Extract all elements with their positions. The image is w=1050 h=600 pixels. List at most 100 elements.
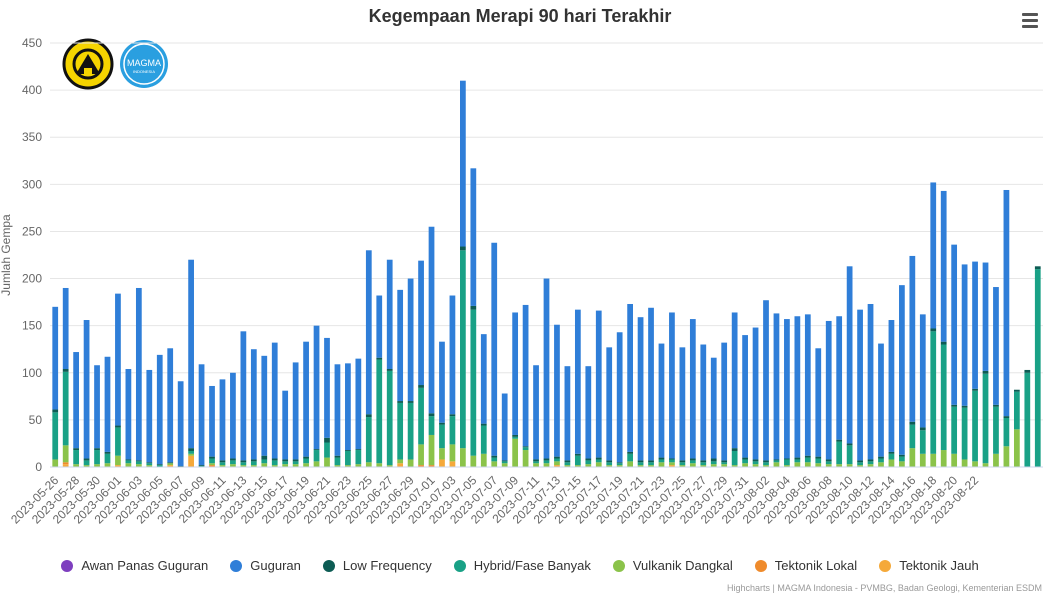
bar-hybrid-fase-banyak[interactable]: [533, 461, 539, 464]
bar-low-frequency[interactable]: [752, 459, 759, 462]
bar-vulkanik-dangkal[interactable]: [146, 465, 153, 467]
legend-item[interactable]: Vulkanik Dangkal: [612, 558, 733, 573]
bar-low-frequency[interactable]: [198, 465, 205, 467]
bar-guguran[interactable]: [491, 242, 498, 456]
bar-tektonik-jauh[interactable]: [449, 461, 456, 467]
bar-low-frequency[interactable]: [930, 328, 937, 332]
bar-hybrid-fase-banyak[interactable]: [784, 459, 790, 466]
bar-low-frequency[interactable]: [1034, 266, 1041, 270]
bar-vulkanik-dangkal[interactable]: [951, 453, 958, 467]
bar-low-frequency[interactable]: [888, 451, 895, 454]
bar-hybrid-fase-banyak[interactable]: [94, 450, 100, 465]
bar-hybrid-fase-banyak[interactable]: [669, 459, 675, 463]
bar-guguran[interactable]: [554, 324, 560, 457]
bar-low-frequency[interactable]: [784, 458, 790, 460]
bar-hybrid-fase-banyak[interactable]: [648, 462, 654, 466]
bar-hybrid-fase-banyak[interactable]: [1034, 269, 1041, 467]
bar-hybrid-fase-banyak[interactable]: [460, 250, 466, 449]
bar-guguran[interactable]: [888, 320, 895, 452]
bar-guguran[interactable]: [397, 289, 404, 402]
bar-low-frequency[interactable]: [522, 446, 529, 448]
bar-guguran[interactable]: [909, 255, 916, 422]
bar-hybrid-fase-banyak[interactable]: [156, 465, 163, 467]
bar-guguran[interactable]: [449, 295, 456, 415]
bar-hybrid-fase-banyak[interactable]: [742, 459, 748, 464]
bar-vulkanik-dangkal[interactable]: [784, 465, 790, 467]
bar-guguran[interactable]: [62, 287, 69, 370]
bar-low-frequency[interactable]: [1013, 389, 1020, 392]
bar-low-frequency[interactable]: [616, 462, 623, 464]
bar-hybrid-fase-banyak[interactable]: [721, 462, 728, 465]
bar-low-frequency[interactable]: [825, 459, 832, 462]
bar-low-frequency[interactable]: [188, 448, 194, 451]
bar-low-frequency[interactable]: [679, 460, 686, 463]
bar-guguran[interactable]: [637, 317, 644, 461]
legend-item[interactable]: Tektonik Jauh: [879, 558, 979, 573]
bar-guguran[interactable]: [940, 190, 947, 342]
bar-vulkanik-dangkal[interactable]: [982, 463, 989, 467]
bar-guguran[interactable]: [784, 319, 790, 459]
bar-low-frequency[interactable]: [533, 459, 539, 462]
bar-hybrid-fase-banyak[interactable]: [752, 461, 759, 465]
bar-hybrid-fase-banyak[interactable]: [878, 458, 884, 463]
legend-item[interactable]: Hybrid/Fase Banyak: [453, 558, 591, 573]
bar-vulkanik-dangkal[interactable]: [825, 464, 832, 467]
bar-vulkanik-dangkal[interactable]: [73, 464, 80, 467]
bar-vulkanik-dangkal[interactable]: [585, 464, 592, 467]
bar-low-frequency[interactable]: [104, 451, 111, 454]
bar-guguran[interactable]: [439, 341, 445, 423]
bar-guguran[interactable]: [334, 364, 341, 456]
bar-guguran[interactable]: [836, 316, 843, 440]
bar-low-frequency[interactable]: [951, 404, 958, 407]
bar-hybrid-fase-banyak[interactable]: [428, 416, 435, 435]
bar-low-frequency[interactable]: [167, 462, 174, 464]
bar-low-frequency[interactable]: [972, 388, 978, 391]
bar-guguran[interactable]: [742, 335, 748, 458]
bar-guguran[interactable]: [480, 334, 487, 424]
bar-guguran[interactable]: [198, 364, 205, 466]
bar-hybrid-fase-banyak[interactable]: [1013, 391, 1020, 430]
bar-hybrid-fase-banyak[interactable]: [512, 436, 519, 439]
bar-vulkanik-dangkal[interactable]: [522, 450, 529, 467]
bar-hybrid-fase-banyak[interactable]: [543, 460, 550, 464]
bar-vulkanik-dangkal[interactable]: [470, 455, 477, 467]
bar-guguran[interactable]: [919, 314, 926, 428]
bar-vulkanik-dangkal[interactable]: [250, 465, 257, 467]
bar-hybrid-fase-banyak[interactable]: [365, 417, 372, 463]
bar-low-frequency[interactable]: [334, 455, 341, 458]
bar-low-frequency[interactable]: [146, 462, 153, 464]
bar-vulkanik-dangkal[interactable]: [501, 463, 508, 467]
bar-hybrid-fase-banyak[interactable]: [836, 441, 843, 465]
bar-guguran[interactable]: [982, 262, 989, 371]
bar-hybrid-fase-banyak[interactable]: [689, 460, 696, 464]
bar-vulkanik-dangkal[interactable]: [313, 461, 320, 467]
bar-guguran[interactable]: [355, 358, 362, 450]
bar-vulkanik-dangkal[interactable]: [355, 464, 362, 467]
bar-guguran[interactable]: [188, 259, 194, 449]
bar-hybrid-fase-banyak[interactable]: [564, 462, 571, 466]
bar-guguran[interactable]: [627, 303, 633, 452]
bar-guguran[interactable]: [135, 287, 142, 461]
bar-low-frequency[interactable]: [250, 459, 257, 462]
bar-guguran[interactable]: [574, 309, 581, 454]
bar-hybrid-fase-banyak[interactable]: [815, 458, 822, 464]
bar-low-frequency[interactable]: [386, 369, 393, 371]
bar-hybrid-fase-banyak[interactable]: [501, 461, 508, 464]
bar-tektonik-jauh[interactable]: [669, 465, 675, 467]
bar-guguran[interactable]: [721, 342, 728, 461]
bar-hybrid-fase-banyak[interactable]: [209, 458, 215, 464]
bar-guguran[interactable]: [595, 310, 602, 458]
bar-guguran[interactable]: [428, 226, 435, 414]
bar-guguran[interactable]: [522, 304, 529, 447]
bar-vulkanik-dangkal[interactable]: [282, 464, 289, 467]
bar-hybrid-fase-banyak[interactable]: [418, 387, 424, 445]
bar-guguran[interactable]: [710, 357, 717, 459]
bar-hybrid-fase-banyak[interactable]: [679, 462, 686, 466]
bar-tektonik-lokal[interactable]: [209, 465, 215, 467]
bar-guguran[interactable]: [763, 300, 769, 461]
bar-guguran[interactable]: [930, 182, 937, 329]
bar-hybrid-fase-banyak[interactable]: [919, 430, 926, 454]
bar-low-frequency[interactable]: [710, 458, 717, 462]
bar-hybrid-fase-banyak[interactable]: [73, 450, 80, 465]
bar-vulkanik-dangkal[interactable]: [637, 465, 644, 467]
